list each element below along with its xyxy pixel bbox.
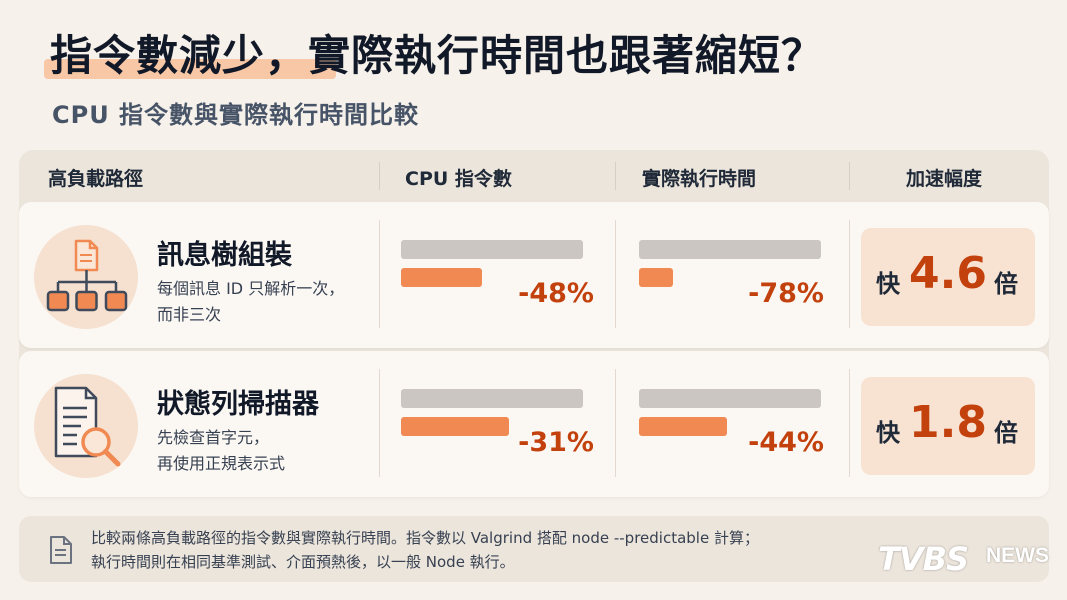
document-scan-icon xyxy=(54,386,121,467)
cpu-change-value: -48% xyxy=(518,278,594,309)
cpu-change-value: -31% xyxy=(518,427,594,458)
footnote-line: 執行時間則在相同基準測試、介面預熱後，以一般 Node 執行。 xyxy=(91,553,515,571)
cpu-bar-after xyxy=(401,417,509,436)
column-divider xyxy=(849,220,850,328)
speedup-prefix: 快 xyxy=(876,270,900,298)
speedup-badge: 快 1.8 倍 xyxy=(861,377,1035,475)
icon-circle xyxy=(34,374,138,478)
cpu-bar-after xyxy=(401,268,482,287)
logo-suffix: NEWS xyxy=(986,544,1049,567)
header-divider xyxy=(379,162,380,190)
column-header-time: 實際執行時間 xyxy=(642,168,757,190)
column-header-speedup: 加速幅度 xyxy=(906,168,983,190)
path-description: 先檢查首字元， 再使用正規表示式 xyxy=(157,425,387,477)
path-description: 每個訊息 ID 只解析一次， 而非三次 xyxy=(157,276,387,328)
page-subtitle: CPU 指令數與實際執行時間比較 xyxy=(52,101,420,129)
time-change-value: -78% xyxy=(748,278,824,309)
column-divider xyxy=(615,369,616,477)
description-line: 先檢查首字元， xyxy=(157,428,270,447)
header-divider xyxy=(615,162,616,190)
description-line: 每個訊息 ID 只解析一次， xyxy=(157,279,345,298)
column-header-path: 高負載路徑 xyxy=(48,168,144,190)
table-row: 狀態列掃描器 先檢查首字元， 再使用正規表示式 -31% -44% 快 1.8 … xyxy=(19,351,1049,497)
comparison-table: 高負載路徑 CPU 指令數 實際執行時間 加速幅度 訊 xyxy=(19,150,1049,497)
message-tree-icon xyxy=(46,239,128,312)
table-header: 高負載路徑 CPU 指令數 實際執行時間 加速幅度 xyxy=(19,150,1049,202)
cpu-bar-before xyxy=(401,389,583,408)
time-bar-before xyxy=(639,240,821,259)
speedup-value: 4.6 xyxy=(909,248,987,299)
footnote-line: 比較兩條高負載路徑的指令數與實際執行時間。指令數以 Valgrind 搭配 no… xyxy=(91,529,759,547)
time-change-value: -44% xyxy=(748,427,824,458)
page-title: 指令數減少，實際執行時間也跟著縮短？ xyxy=(44,22,825,83)
column-divider xyxy=(615,220,616,328)
table-row: 訊息樹組裝 每個訊息 ID 只解析一次， 而非三次 -48% -78% 快 4.… xyxy=(19,202,1049,348)
path-name: 狀態列掃描器 xyxy=(157,389,319,420)
path-name: 訊息樹組裝 xyxy=(157,240,292,271)
column-divider xyxy=(849,369,850,477)
speedup-suffix: 倍 xyxy=(994,270,1018,298)
time-bar-after xyxy=(639,417,727,436)
document-icon xyxy=(50,536,72,564)
logo-brand: TVBS xyxy=(878,540,969,578)
page-title-text: 指令數減少，實際執行時間也跟著縮短？ xyxy=(50,31,825,80)
description-line: 再使用正規表示式 xyxy=(157,454,286,473)
time-bar-after xyxy=(639,268,673,287)
speedup-value: 1.8 xyxy=(909,397,987,448)
speedup-prefix: 快 xyxy=(876,419,900,447)
description-line: 而非三次 xyxy=(157,305,222,324)
column-divider xyxy=(379,369,380,477)
time-bar-before xyxy=(639,389,821,408)
speedup-badge: 快 4.6 倍 xyxy=(861,228,1035,326)
column-divider xyxy=(379,220,380,328)
header-divider xyxy=(849,162,850,190)
speedup-suffix: 倍 xyxy=(994,419,1018,447)
cpu-bar-before xyxy=(401,240,583,259)
icon-circle xyxy=(34,225,138,329)
footnote-text: 比較兩條高負載路徑的指令數與實際執行時間。指令數以 Valgrind 搭配 no… xyxy=(91,526,881,574)
column-header-cpu: CPU 指令數 xyxy=(405,168,512,190)
footnote: 比較兩條高負載路徑的指令數與實際執行時間。指令數以 Valgrind 搭配 no… xyxy=(19,516,1049,582)
tvbs-news-logo: TVBS NEWS xyxy=(878,540,1049,578)
